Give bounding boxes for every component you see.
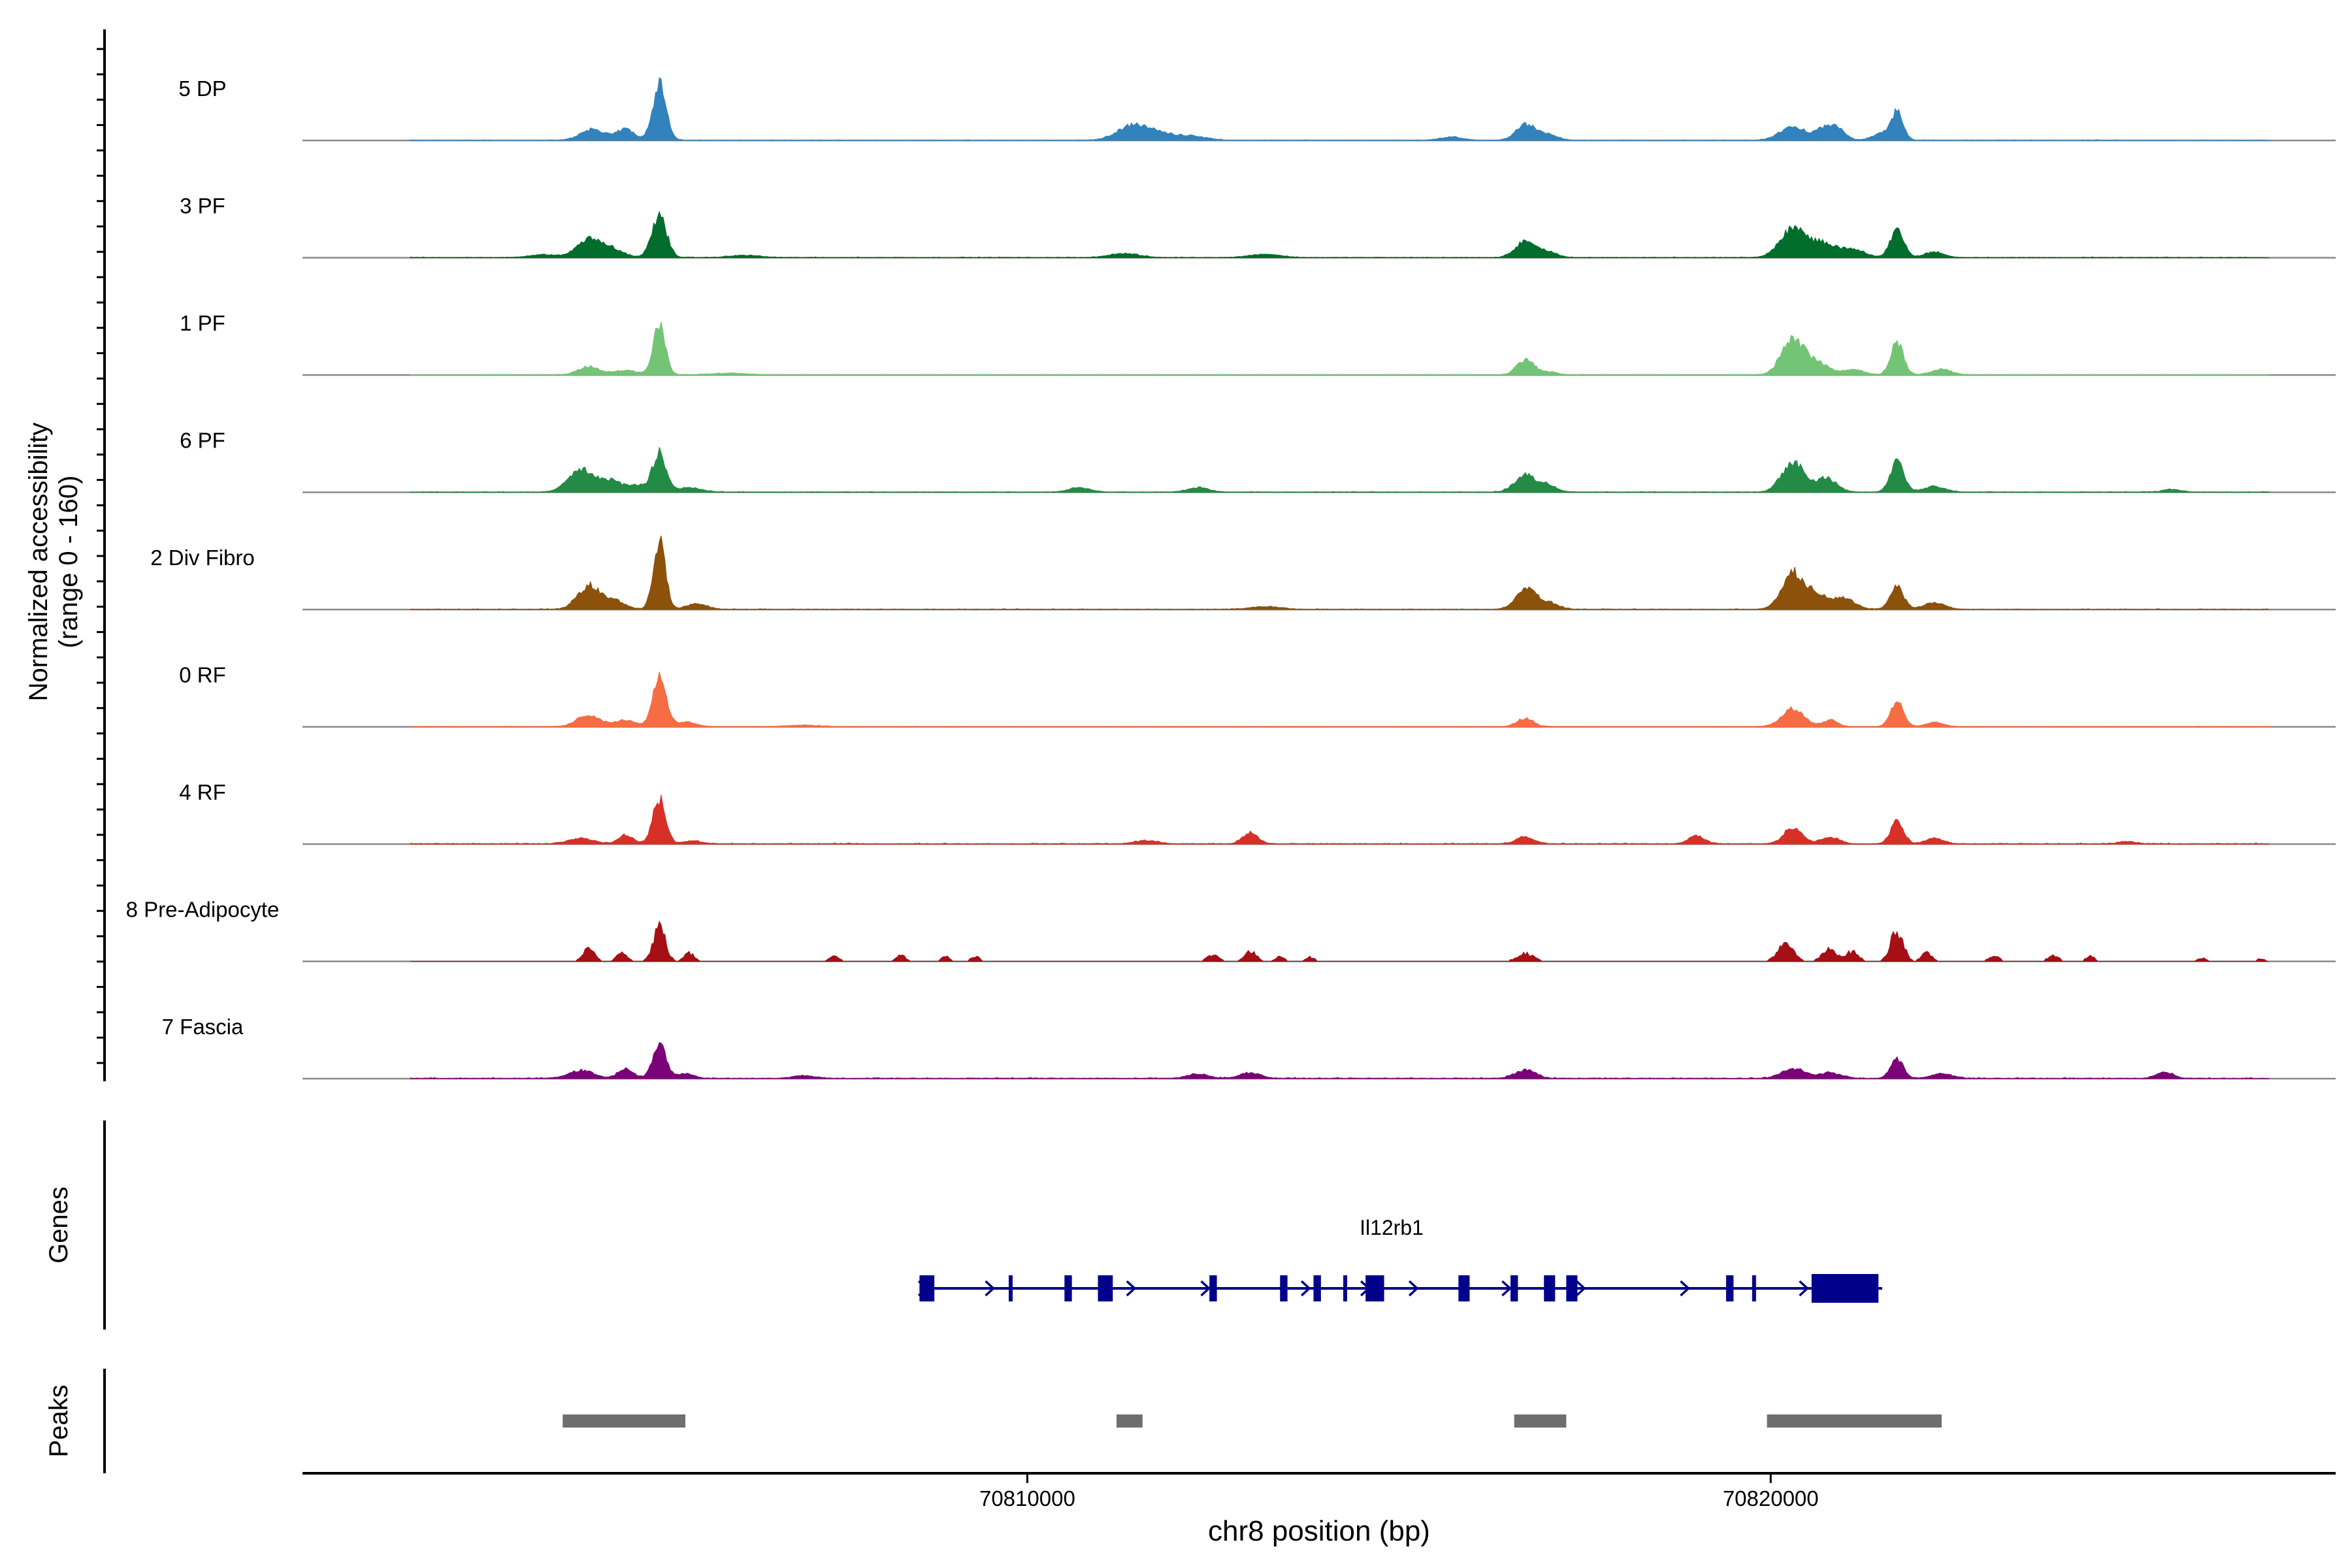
coverage-y-axis (97, 29, 106, 1081)
track-label: 0 RF (179, 663, 226, 687)
gene-strand-arrow (1126, 1280, 1137, 1297)
gene-strand-arrow (1360, 1280, 1371, 1297)
gene-exon (1313, 1275, 1321, 1301)
track-label: 1 PF (180, 311, 225, 335)
track-signal (410, 920, 2269, 962)
gene-exon (1544, 1275, 1556, 1301)
track-label: 3 PF (180, 194, 225, 218)
gene-exon (1811, 1274, 1879, 1303)
track-signal (410, 210, 2270, 258)
x-axis-ticks: 70810000 70820000 (979, 1473, 1819, 1511)
track-signal (410, 447, 2270, 493)
track-signal (410, 1042, 2270, 1079)
gene-strand-arrow (1575, 1280, 1586, 1297)
track-0-rf: 0 RF (179, 663, 2336, 728)
track-3-pf: 3 PF (180, 194, 2336, 259)
gene-exon (1458, 1275, 1470, 1301)
x-axis-label: chr8 position (bp) (1208, 1515, 1430, 1547)
peak-region (1514, 1414, 1567, 1428)
x-tick-label: 70810000 (979, 1486, 1075, 1511)
track-label: 8 Pre-Adipocyte (126, 898, 280, 922)
gene-strand-arrow (1200, 1280, 1211, 1297)
genes-track-label: Genes (44, 1186, 73, 1264)
track-2-div-fibro: 2 Div Fibro (150, 535, 2336, 611)
track-6-pf: 6 PF (180, 429, 2336, 493)
track-label: 2 Div Fibro (150, 546, 255, 570)
gene-exon (1209, 1275, 1217, 1301)
track-signal (410, 321, 2270, 376)
gene-strand-arrow (1799, 1280, 1810, 1297)
track-signal (410, 794, 2270, 845)
track-label: 6 PF (180, 429, 225, 453)
y-axis-label: Normalized accessibility (24, 423, 53, 702)
gene-exon (1064, 1275, 1072, 1301)
gene-exon (1566, 1275, 1578, 1301)
gene-strand-arrow (1300, 1280, 1311, 1297)
peaks-panel: Peaks (44, 1369, 1942, 1473)
track-label: 7 Fascia (162, 1015, 244, 1039)
gene-exon (1510, 1275, 1518, 1301)
peaks-track-label: Peaks (44, 1384, 73, 1457)
x-tick-label: 70820000 (1723, 1486, 1819, 1511)
gene-exon (1725, 1275, 1734, 1301)
gene-exon (1280, 1275, 1288, 1301)
gene-model-il12rb1 (917, 1274, 1882, 1303)
gene-strand-arrow (985, 1280, 996, 1297)
track-1-pf: 1 PF (180, 311, 2336, 376)
peak-region (563, 1414, 685, 1428)
gene-exon (1752, 1275, 1756, 1301)
gene-strand-arrow (917, 1280, 928, 1297)
track-signal (410, 535, 2270, 610)
gene-exon (1098, 1275, 1113, 1301)
gene-strand-arrow (1680, 1280, 1690, 1297)
genes-panel: Genes Il12rb1 (44, 1120, 1882, 1330)
track-label: 5 DP (178, 76, 226, 101)
coverage-tracks: 5 DP 3 PF 1 PF 6 PF 2 Div Fibro 0 RF 4 RF 8 Pre… (126, 76, 2336, 1080)
peak-region (1767, 1414, 1942, 1428)
y-axis-title: Normalized accessibility (range 0 - 160) (24, 423, 83, 702)
track-signal (410, 76, 2270, 141)
gene-exon (1343, 1275, 1347, 1301)
y-axis-range-label: (range 0 - 160) (54, 476, 83, 649)
peak-region (1116, 1414, 1143, 1428)
gene-strand-arrow (1408, 1280, 1419, 1297)
peak-regions (563, 1414, 1942, 1428)
track-5-dp: 5 DP (178, 76, 2336, 142)
x-axis: 70810000 70820000 chr8 position (bp) (302, 1472, 2336, 1547)
track-signal (410, 671, 2270, 727)
track-7-fascia: 7 Fascia (162, 1015, 2336, 1080)
gene-strand-arrow (1501, 1280, 1512, 1297)
track-8-pre-adipocyte: 8 Pre-Adipocyte (126, 898, 2336, 962)
gene-name-label: Il12rb1 (1360, 1216, 1424, 1239)
gene-exon (1008, 1275, 1013, 1301)
track-4-rf: 4 RF (179, 780, 2336, 845)
track-label: 4 RF (179, 780, 226, 804)
